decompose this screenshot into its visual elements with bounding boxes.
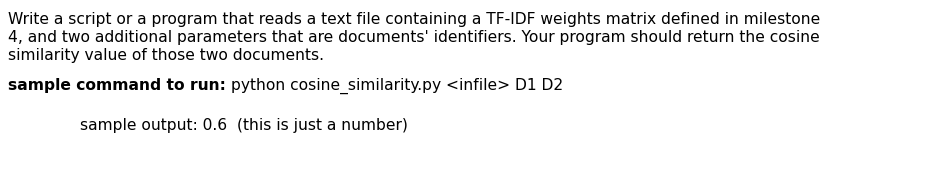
Text: 4, and two additional parameters that are documents' identifiers. Your program s: 4, and two additional parameters that ar… xyxy=(8,30,820,45)
Text: python cosine_similarity.py <infile> D1 D2: python cosine_similarity.py <infile> D1 … xyxy=(231,78,563,94)
Text: similarity value of those two documents.: similarity value of those two documents. xyxy=(8,48,324,63)
Text: Write a script or a program that reads a text file containing a TF-IDF weights m: Write a script or a program that reads a… xyxy=(8,12,821,27)
Text: sample command to run:: sample command to run: xyxy=(8,78,231,93)
Text: sample output: 0.6  (this is just a number): sample output: 0.6 (this is just a numbe… xyxy=(80,118,408,133)
